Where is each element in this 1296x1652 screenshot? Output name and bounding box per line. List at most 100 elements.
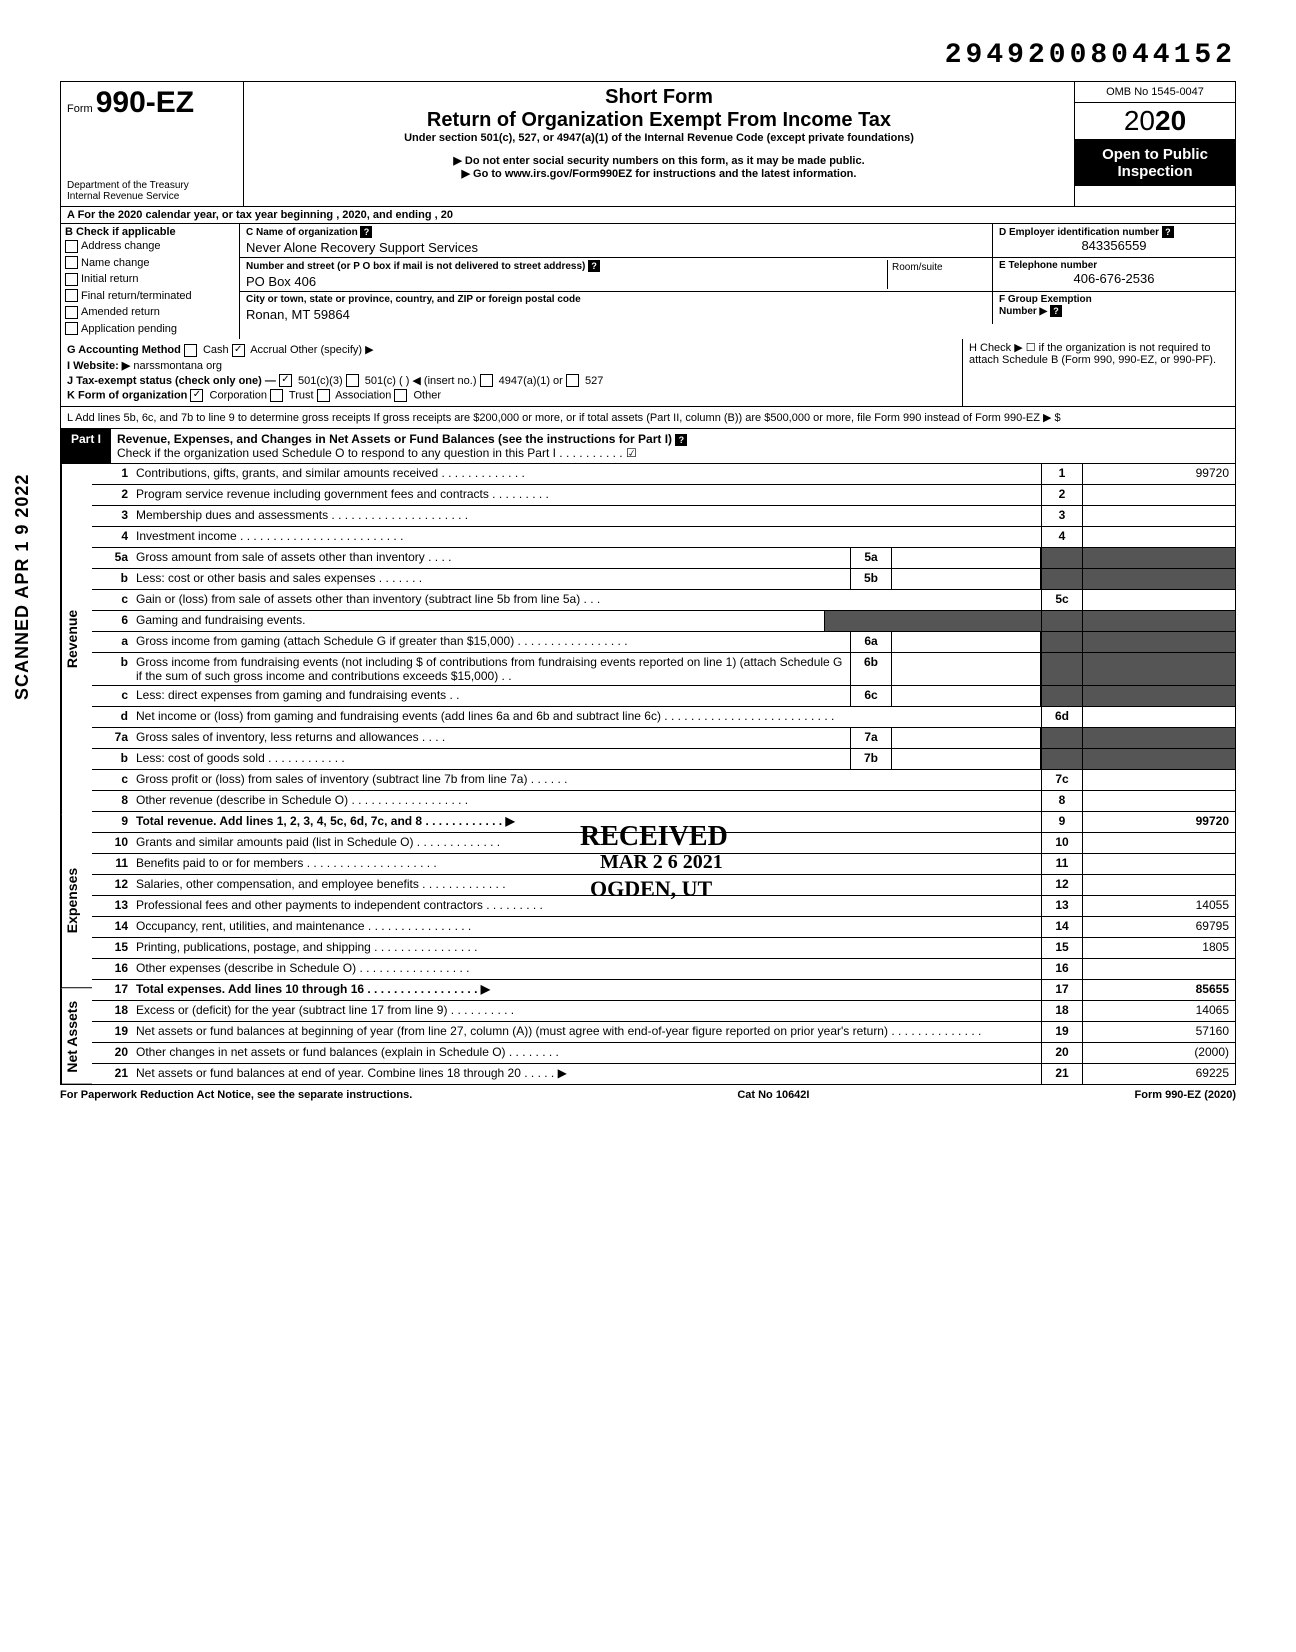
row-value (1082, 875, 1235, 895)
chk-address[interactable]: Address change (65, 238, 235, 255)
row-value: 14055 (1082, 896, 1235, 916)
table-row: bLess: cost or other basis and sales exp… (92, 569, 1235, 590)
row-number: 4 (92, 527, 132, 547)
row-desc: Other revenue (describe in Schedule O) .… (132, 791, 1041, 811)
shaded-cell (1041, 749, 1082, 769)
chk-pending[interactable]: Application pending (65, 321, 235, 338)
row-value: 69795 (1082, 917, 1235, 937)
row-number: 18 (92, 1001, 132, 1021)
row-value (1082, 959, 1235, 979)
chk-accrual[interactable]: ✓ (232, 344, 245, 357)
row-box-num: 4 (1041, 527, 1082, 547)
chk-amended[interactable]: Amended return (65, 304, 235, 321)
row-box-num: 13 (1041, 896, 1082, 916)
chk-trust[interactable] (270, 389, 283, 402)
chk-501c3[interactable]: ✓ (279, 374, 292, 387)
row-number: b (92, 749, 132, 769)
chk-corp[interactable]: ✓ (190, 389, 203, 402)
shaded-cell (824, 611, 1041, 631)
row-box-num: 11 (1041, 854, 1082, 874)
row-value: 69225 (1082, 1064, 1235, 1084)
form-subtitle: Under section 501(c), 527, or 4947(a)(1)… (252, 132, 1066, 144)
received-stamp-2: MAR 2 6 2021 (600, 851, 723, 874)
row-number: 11 (92, 854, 132, 874)
chk-cash[interactable] (184, 344, 197, 357)
row-value: 57160 (1082, 1022, 1235, 1042)
received-stamp-1: RECEIVED (580, 821, 728, 853)
addr-value: PO Box 406 (246, 274, 887, 289)
ein-value: 843356559 (999, 238, 1229, 253)
shaded-cell (1041, 548, 1082, 568)
row-desc: Gross amount from sale of assets other t… (132, 548, 850, 568)
row-value (1082, 854, 1235, 874)
row-box-num: 1 (1041, 464, 1082, 484)
row-number: b (92, 653, 132, 685)
table-row: 15Printing, publications, postage, and s… (92, 938, 1235, 959)
d-ein-label: D Employer identification number (999, 227, 1159, 238)
row-box-num: 8 (1041, 791, 1082, 811)
row-mid-num: 7a (850, 728, 892, 748)
table-row: 16Other expenses (describe in Schedule O… (92, 959, 1235, 980)
h-note: H Check ▶ ☐ if the organization is not r… (962, 339, 1235, 406)
row-desc: Salaries, other compensation, and employ… (132, 875, 1041, 895)
k-label: K Form of organization (67, 390, 187, 402)
help-icon: ? (588, 260, 600, 272)
b-label: B Check if applicable (65, 226, 235, 238)
table-row: 7aGross sales of inventory, less returns… (92, 728, 1235, 749)
row-box-num: 16 (1041, 959, 1082, 979)
row-value: 85655 (1082, 980, 1235, 1000)
row-value: 99720 (1082, 464, 1235, 484)
table-row: 21Net assets or fund balances at end of … (92, 1064, 1235, 1084)
row-box-num: 5c (1041, 590, 1082, 610)
chk-527[interactable] (566, 374, 579, 387)
scanned-stamp: SCANNED APR 1 9 2022 (12, 474, 33, 700)
row-desc: Membership dues and assessments . . . . … (132, 506, 1041, 526)
e-phone-label: E Telephone number (999, 260, 1229, 271)
chk-4947[interactable] (480, 374, 493, 387)
table-row: 8Other revenue (describe in Schedule O) … (92, 791, 1235, 812)
part1-header: Part I Revenue, Expenses, and Changes in… (60, 429, 1236, 463)
row-desc: Investment income . . . . . . . . . . . … (132, 527, 1041, 547)
chk-assoc[interactable] (317, 389, 330, 402)
row-desc: Less: cost of goods sold . . . . . . . .… (132, 749, 850, 769)
chk-501c[interactable] (346, 374, 359, 387)
help-icon: ? (1162, 226, 1174, 238)
chk-name[interactable]: Name change (65, 255, 235, 272)
row-value (1082, 791, 1235, 811)
form-prefix: Form (67, 103, 93, 115)
shaded-cell (1041, 653, 1082, 685)
table-row: bGross income from fundraising events (n… (92, 653, 1235, 686)
received-stamp-3: OGDEN, UT (590, 876, 712, 902)
tax-year: 2020 (1075, 103, 1235, 140)
form-number: 990-EZ (96, 86, 194, 119)
netassets-label: Net Assets (61, 989, 92, 1085)
room-suite-label: Room/suite (887, 260, 986, 289)
row-value (1082, 770, 1235, 790)
shaded-cell (1041, 632, 1082, 652)
row-mid-num: 6a (850, 632, 892, 652)
table-row: 6Gaming and fundraising events. (92, 611, 1235, 632)
table-row: 2Program service revenue including gover… (92, 485, 1235, 506)
row-desc: Less: cost or other basis and sales expe… (132, 569, 850, 589)
row-a-period: A For the 2020 calendar year, or tax yea… (60, 206, 1236, 224)
chk-other[interactable] (394, 389, 407, 402)
c-name-label: C Name of organization (246, 227, 358, 238)
org-name: Never Alone Recovery Support Services (246, 240, 986, 255)
shaded-cell (1082, 569, 1235, 589)
part1-title: Revenue, Expenses, and Changes in Net As… (117, 432, 672, 446)
ssn-note: ▶ Do not enter social security numbers o… (252, 154, 1066, 167)
omb-number: OMB No 1545-0047 (1075, 82, 1235, 103)
row-mid-val (892, 632, 1041, 652)
table-row: 17Total expenses. Add lines 10 through 1… (92, 980, 1235, 1001)
row-number: 13 (92, 896, 132, 916)
row-box-num: 3 (1041, 506, 1082, 526)
website-value: narssmontana org (133, 360, 222, 372)
row-value (1082, 527, 1235, 547)
f-group-label: F Group Exemption (999, 294, 1229, 305)
chk-final[interactable]: Final return/terminated (65, 288, 235, 305)
chk-initial[interactable]: Initial return (65, 271, 235, 288)
g-label: G Accounting Method (67, 344, 181, 356)
dept-treasury: Department of the Treasury (67, 180, 237, 191)
section-gijk: G Accounting Method Cash ✓ Accrual Other… (60, 339, 1236, 407)
row-box-num: 14 (1041, 917, 1082, 937)
